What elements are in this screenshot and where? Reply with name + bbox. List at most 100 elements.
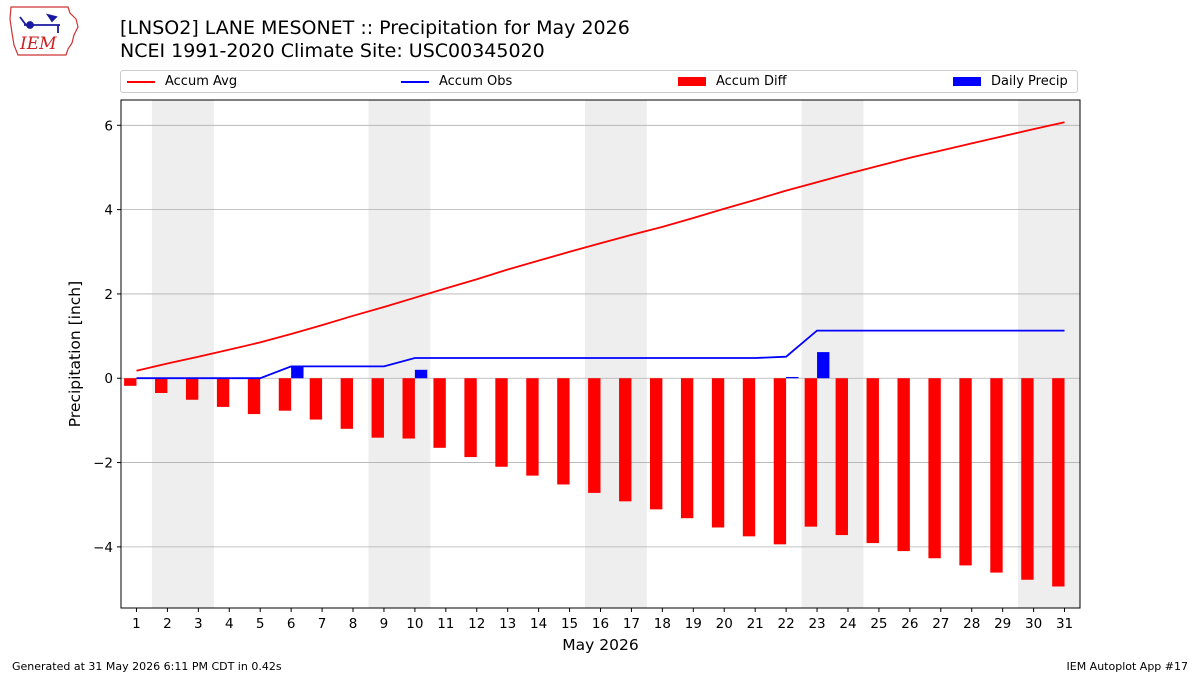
x-tick-label: 5 <box>256 616 265 632</box>
accum-diff-bar <box>124 378 137 386</box>
iem-logo: IEM <box>9 6 79 56</box>
x-tick-label: 22 <box>778 616 795 632</box>
weekend-shade-band <box>585 100 647 608</box>
accum-diff-bar <box>526 378 539 476</box>
x-tick-label: 2 <box>163 616 172 632</box>
legend-item-daily-precip: Daily Precip <box>953 71 1068 92</box>
accum-diff-bar <box>897 378 910 552</box>
accum-diff-bar <box>588 378 601 493</box>
accum-diff-bar <box>680 378 694 519</box>
x-tick-label: 14 <box>530 616 547 632</box>
x-tick-label: 17 <box>623 616 640 632</box>
weekend-shade-band <box>801 100 864 608</box>
accum-diff-bar <box>1021 378 1034 580</box>
accum-diff-bar <box>495 378 508 467</box>
x-tick-label: 8 <box>349 616 358 632</box>
y-tick-label: 2 <box>104 287 113 303</box>
y-tick-label: 0 <box>104 371 113 387</box>
x-tick-label: 13 <box>499 616 516 632</box>
accum-diff-bar <box>309 378 323 420</box>
x-tick-label: 21 <box>747 616 764 632</box>
x-tick-label: 12 <box>468 616 485 632</box>
accum-diff-bar <box>773 378 787 545</box>
chart-subtitle: NCEI 1991-2020 Climate Site: USC00345020 <box>120 40 545 62</box>
y-tick-label: −4 <box>93 540 113 556</box>
accum-avg-line <box>136 121 1065 372</box>
x-tick-label: 15 <box>561 616 578 632</box>
accum-diff-bar <box>835 378 848 536</box>
x-tick-label: 7 <box>318 616 327 632</box>
daily-precip-bar <box>817 352 830 379</box>
legend-item-accum-obs: Accum Obs <box>401 71 512 92</box>
y-axis-label: Precipitation [inch] <box>66 281 84 427</box>
accum-diff-bar <box>433 378 446 448</box>
legend-label: Accum Avg <box>165 74 238 89</box>
x-tick-label: 25 <box>870 616 887 632</box>
x-tick-label: 4 <box>225 616 234 632</box>
iowa-outline-icon <box>9 6 79 56</box>
weekend-shade-band <box>368 100 431 608</box>
legend-label: Accum Diff <box>716 74 787 89</box>
daily-precip-bar <box>414 369 428 379</box>
accum-diff-bar <box>557 378 570 485</box>
x-tick-label: 20 <box>716 616 733 632</box>
accum-diff-bar <box>990 378 1003 573</box>
accum-diff-bar <box>402 378 415 439</box>
accum-diff-bar <box>155 378 168 393</box>
legend-label: Accum Obs <box>439 74 513 89</box>
accum-diff-bar <box>742 378 756 537</box>
x-tick-label: 10 <box>406 616 423 632</box>
y-tick-label: 4 <box>104 203 113 219</box>
accum-diff-bar <box>649 378 663 510</box>
x-tick-label: 28 <box>963 616 980 632</box>
y-tick-label: 6 <box>104 118 113 134</box>
daily-precip-bar <box>291 366 304 379</box>
accum-diff-bar <box>804 378 818 527</box>
legend-swatch-accum-avg <box>127 80 155 83</box>
x-tick-label: 16 <box>592 616 609 632</box>
accum-diff-bar <box>928 378 941 559</box>
daily-precip-bar <box>786 376 799 379</box>
x-tick-label: 23 <box>808 616 825 632</box>
x-tick-label: 29 <box>994 616 1011 632</box>
x-tick-label: 1 <box>132 616 141 632</box>
weather-station-icon <box>19 13 60 33</box>
accum-diff-bar <box>340 378 354 429</box>
x-tick-label: 30 <box>1025 616 1042 632</box>
x-tick-label: 26 <box>901 616 918 632</box>
accum-obs-line <box>136 329 1065 380</box>
x-tick-label: 18 <box>654 616 671 632</box>
x-tick-label: 9 <box>380 616 389 632</box>
x-tick-label: 11 <box>437 616 454 632</box>
x-tick-label: 31 <box>1056 616 1073 632</box>
x-tick-label: 27 <box>932 616 949 632</box>
legend-swatch-accum-diff <box>678 77 706 86</box>
accum-diff-bar <box>371 378 384 438</box>
series-lines <box>136 121 1065 380</box>
x-tick-label: 3 <box>194 616 203 632</box>
accum-diff-bar <box>247 378 261 415</box>
legend-swatch-accum-obs <box>401 80 429 83</box>
accum-diff-bar <box>619 378 632 502</box>
accum-diff-bar <box>278 378 292 411</box>
legend-item-accum-diff: Accum Diff <box>678 71 787 92</box>
legend-label: Daily Precip <box>991 74 1068 89</box>
chart-title: [LNSO2] LANE MESONET :: Precipitation fo… <box>120 17 630 39</box>
accum-diff-bar <box>464 378 477 458</box>
chart-legend: Accum Avg Accum Obs Accum Diff Daily Pre… <box>120 70 1078 93</box>
weekend-shade-band <box>151 100 214 608</box>
accum-diff-bar <box>959 378 972 566</box>
x-tick-label: 24 <box>839 616 856 632</box>
y-tick-label: −2 <box>93 456 113 472</box>
legend-swatch-daily-precip <box>953 77 981 86</box>
generated-timestamp: Generated at 31 May 2026 6:11 PM CDT in … <box>12 660 282 673</box>
app-credit: IEM Autoplot App #17 <box>1066 660 1189 673</box>
logo-text: IEM <box>19 34 57 54</box>
x-tick-label: 6 <box>287 616 296 632</box>
accum-diff-bar <box>216 378 230 407</box>
accum-diff-bar <box>185 378 199 400</box>
x-axis-label: May 2026 <box>562 636 638 654</box>
legend-item-accum-avg: Accum Avg <box>127 71 237 92</box>
